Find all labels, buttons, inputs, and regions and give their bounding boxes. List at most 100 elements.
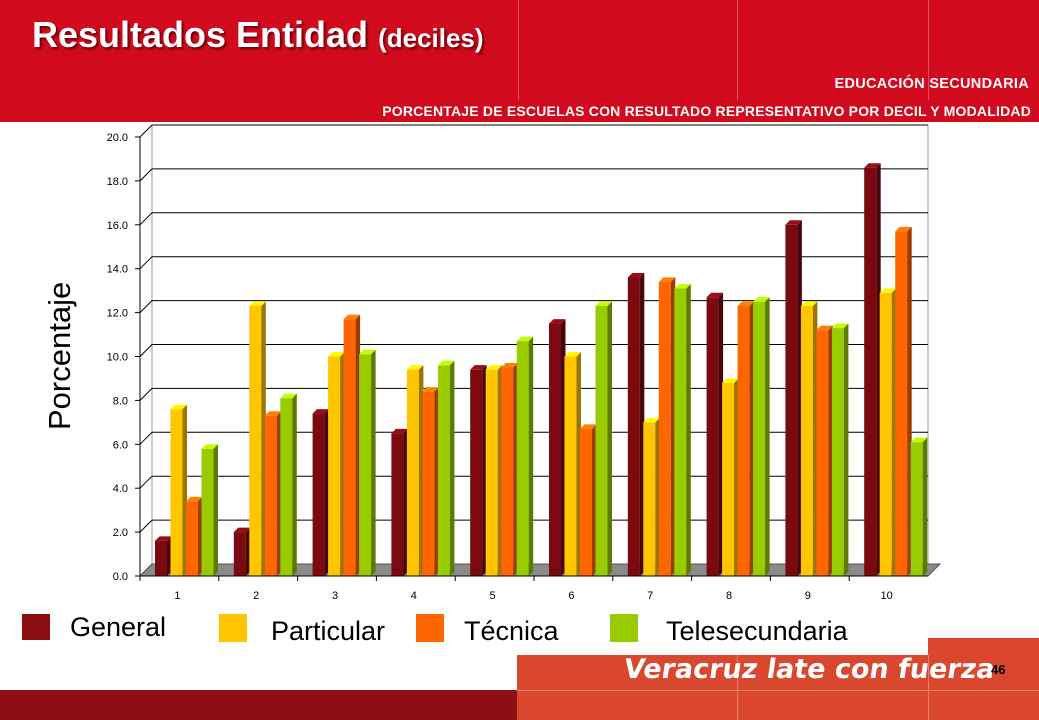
bar <box>627 277 640 576</box>
bar-side <box>167 536 172 576</box>
bar-side <box>513 362 518 576</box>
footer-accent <box>928 638 1039 656</box>
bar-top <box>501 362 518 368</box>
bar <box>580 428 592 576</box>
bar <box>249 306 262 576</box>
bar <box>722 382 735 576</box>
y-tick-label: 6.0 <box>113 439 128 451</box>
bar-top <box>280 393 297 399</box>
page-title: Resultados Entidad (deciles) <box>32 14 484 56</box>
bar-top <box>910 437 928 443</box>
bar-top <box>437 360 455 366</box>
bar <box>816 330 829 576</box>
bar-side <box>213 444 218 576</box>
bar-top <box>831 323 849 328</box>
bar-side <box>749 301 755 576</box>
gridline <box>139 124 928 138</box>
bar-side <box>686 283 691 576</box>
bar <box>391 433 404 576</box>
bar-top <box>706 292 724 298</box>
y-tick-label: 18.0 <box>107 176 128 188</box>
bar <box>485 369 498 576</box>
bar-top <box>201 444 218 449</box>
bar <box>706 297 719 576</box>
subtitle-band: PORCENTAJE DE ESCUELAS CON RESULTADO REP… <box>0 100 1039 122</box>
bar <box>753 301 766 576</box>
x-tick-label: 1 <box>174 590 180 602</box>
bar-side <box>876 163 881 577</box>
y-tick-label: 10.0 <box>107 352 128 364</box>
bar <box>658 281 671 576</box>
bar <box>201 448 214 576</box>
bar-side <box>182 404 187 576</box>
bar-top <box>753 297 770 302</box>
bar-top <box>233 527 251 533</box>
bar-top <box>895 226 912 232</box>
bar-side <box>371 349 376 576</box>
bar-top <box>595 301 612 307</box>
bar-side <box>891 288 897 576</box>
bar-side <box>528 336 534 576</box>
y-tick-label: 14.0 <box>107 264 128 276</box>
y-tick-label: 16.0 <box>107 220 128 232</box>
bar-side <box>607 301 612 576</box>
bar-side <box>576 352 581 576</box>
x-tick-label: 7 <box>647 590 653 602</box>
bar-side <box>670 277 676 576</box>
bar-top <box>155 536 172 541</box>
bar-side <box>561 319 566 576</box>
bar-side <box>198 496 203 576</box>
bar <box>233 532 246 576</box>
bar <box>895 231 908 576</box>
y-tick-label: 8.0 <box>113 395 128 407</box>
bar-side <box>592 424 597 576</box>
bar-side <box>403 428 408 576</box>
legend-label-particular: Particular <box>271 616 386 646</box>
bar-side <box>355 314 361 576</box>
bar-side <box>734 378 739 576</box>
bar <box>170 409 183 576</box>
bars <box>155 163 928 577</box>
bar-side <box>324 409 330 576</box>
legend-swatch-tecnica <box>416 614 444 642</box>
bar-side <box>907 226 912 576</box>
bar-side <box>340 352 345 576</box>
bar <box>280 398 293 576</box>
bar-side <box>639 272 645 576</box>
slogan-panel <box>517 655 1039 720</box>
bar-side <box>828 325 833 576</box>
bar-side <box>276 411 282 576</box>
bar-top <box>658 277 676 282</box>
bar-top <box>722 378 739 383</box>
bar-top <box>737 301 755 307</box>
bar-side <box>497 365 503 576</box>
bar-side <box>655 417 660 576</box>
bar-side <box>718 292 724 576</box>
bar <box>437 365 450 576</box>
subtitle-level: EDUCACIÓN SECUNDARIA <box>834 76 1029 92</box>
y-tick-labels: 0.0 2.0 4.0 6.0 8.0 10.0 12.0 14.0 16.0 18.0 20.0 <box>107 132 141 583</box>
bar-top <box>406 365 424 370</box>
subtitle-description: PORCENTAJE DE ESCUELAS CON RESULTADO REP… <box>382 103 1031 119</box>
bar <box>343 319 356 576</box>
bar <box>406 369 419 576</box>
bar-side <box>843 323 849 576</box>
bar-top <box>643 417 660 423</box>
slogan-text: Veracruz late con fuerza <box>621 654 997 685</box>
header-band <box>0 0 1039 100</box>
bar-side <box>261 301 266 576</box>
bar <box>674 288 687 576</box>
legend-label-tecnica: Técnica <box>464 616 559 646</box>
bar <box>359 354 372 576</box>
bar <box>328 356 341 576</box>
bar-top <box>627 272 645 278</box>
bar-side <box>418 365 424 576</box>
x-tick-label: 10 <box>880 590 892 602</box>
legend-swatch-telesecundaria <box>610 614 638 642</box>
y-tick-label: 2.0 <box>113 527 128 539</box>
bar-top <box>422 387 439 392</box>
bar-top <box>864 163 881 168</box>
bar-top <box>264 411 282 416</box>
x-tick-label: 6 <box>568 590 574 602</box>
